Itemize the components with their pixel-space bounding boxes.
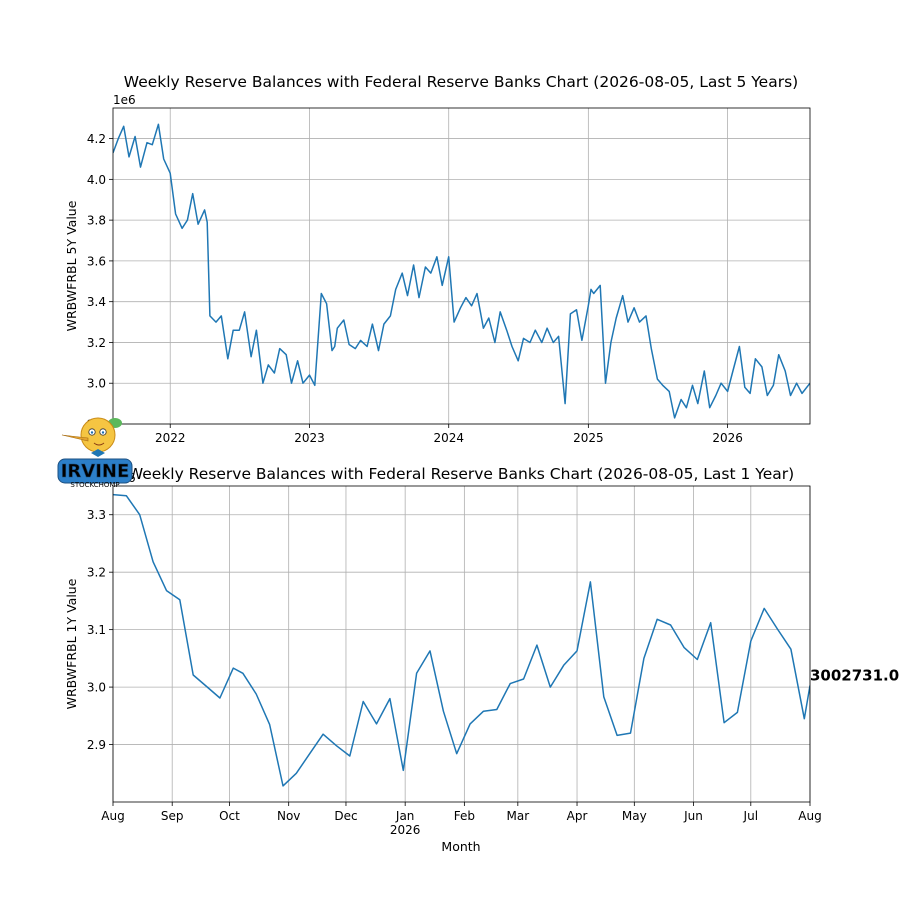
x-tick-label: Sep: [161, 809, 184, 823]
chart-1y-gridlines: [112, 486, 811, 802]
y-tick-label: 2.9: [87, 738, 106, 752]
chart-5y-panel: Weekly Reserve Balances with Federal Res…: [64, 73, 811, 445]
x-tick-label: Jul: [743, 809, 758, 823]
x-tick-label: Feb: [454, 809, 475, 823]
series-line-0: [113, 493, 810, 787]
x-tick-label: May: [622, 809, 647, 823]
x-tick-label: Dec: [334, 809, 357, 823]
x-tick-label: 2023: [294, 431, 325, 445]
chart-5y-title: Weekly Reserve Balances with Federal Res…: [124, 73, 798, 91]
logo-face-icon: [80, 417, 116, 453]
y-tick-label: 3.2: [87, 336, 106, 350]
chart-5y-frame: [112, 107, 811, 425]
chart-1y-x-axis-label: Month: [441, 839, 480, 854]
x-tick-label: 2022: [155, 431, 186, 445]
y-tick-label: 3.6: [87, 254, 106, 268]
chart-5y-offset-text: 1e6: [113, 93, 136, 107]
y-tick-label: 3.0: [87, 377, 106, 391]
x-tick-label: Aug: [101, 809, 124, 823]
y-tick-label: 3.2: [87, 566, 106, 580]
logo-text: IRVINE: [61, 461, 130, 482]
irvine-stockchomp-logo: IRVINE STOCKCHOMP: [57, 417, 133, 489]
x-tick-label: 2025: [573, 431, 604, 445]
chart-1y-y-axis-label: WRBWFRBL 1Y Value: [64, 578, 79, 709]
chart-1y-series: [113, 493, 810, 787]
y-tick-label: 3.8: [87, 214, 106, 228]
logo-tagline: STOCKCHOMP: [70, 481, 119, 489]
logo-bowtie-icon: [91, 449, 105, 457]
x-tick-label: Oct: [219, 809, 240, 823]
y-tick-label: 3.0: [87, 681, 106, 695]
x-tick-label: Nov: [277, 809, 300, 823]
x-tick-label: 2026: [712, 431, 743, 445]
chart-5y-y-axis-label: WRBWFRBL 5Y Value: [64, 200, 79, 331]
chart-1y-title: Weekly Reserve Balances with Federal Res…: [128, 465, 794, 483]
chart-1y-last-value-label: 3002731.00: [810, 667, 900, 685]
y-tick-label: 4.2: [87, 132, 106, 146]
x-tick-label: Jan: [395, 809, 415, 823]
logo-nose-icon: [61, 434, 89, 442]
x-tick-sublabel: 2026: [390, 823, 421, 837]
y-tick-label: 3.3: [87, 508, 106, 522]
x-tick-label: Jun: [683, 809, 703, 823]
chart-1y-panel: Weekly Reserve Balances with Federal Res…: [64, 465, 900, 854]
y-tick-label: 4.0: [87, 173, 106, 187]
x-tick-label: Apr: [567, 809, 588, 823]
x-tick-label: Mar: [507, 809, 530, 823]
y-tick-label: 3.1: [87, 623, 106, 637]
x-tick-label: 2024: [433, 431, 464, 445]
y-tick-label: 3.4: [87, 295, 106, 309]
series-line-0: [113, 123, 810, 419]
chart-5y-series: [113, 123, 810, 419]
x-tick-label: Aug: [798, 809, 821, 823]
chart-1y-frame: [112, 485, 811, 803]
